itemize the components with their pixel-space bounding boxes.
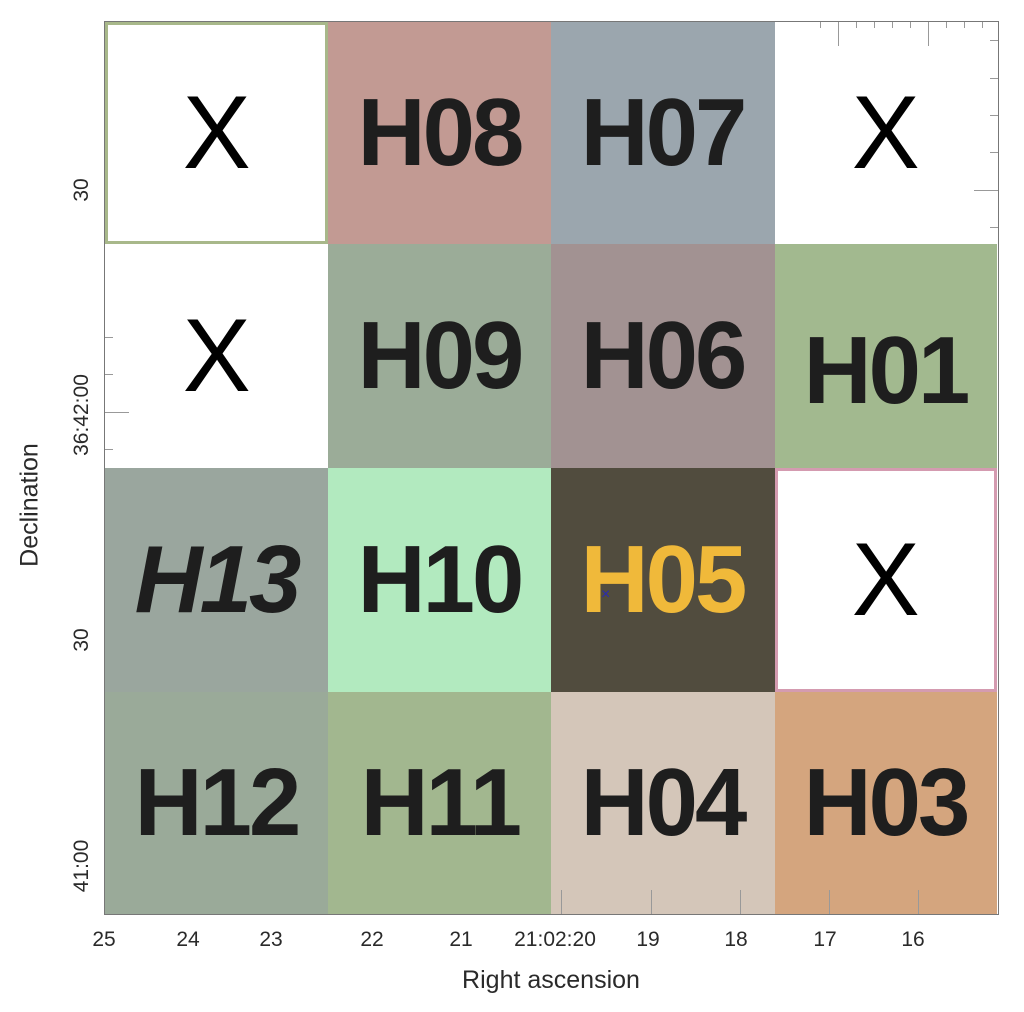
cell-r1c3: H01 xyxy=(775,244,997,468)
tick-mark xyxy=(982,22,983,28)
tick-mark xyxy=(990,227,998,228)
tick-mark xyxy=(946,22,947,28)
tick-mark xyxy=(910,22,911,28)
tick-mark xyxy=(856,22,857,28)
cell-r0c3: X xyxy=(775,22,997,244)
x-tick-label: 17 xyxy=(813,928,837,951)
cell-r2c3: X xyxy=(775,468,997,692)
cell-label: H12 xyxy=(134,749,302,856)
tick-mark xyxy=(561,890,562,914)
cell-r2c2: H05 × xyxy=(551,468,775,692)
y-tick-label: 36:42:00 xyxy=(70,374,93,456)
tick-mark xyxy=(964,22,965,28)
tick-mark xyxy=(990,115,998,116)
tick-mark xyxy=(105,449,113,450)
x-tick-label: 21:02:20 xyxy=(514,928,596,951)
tick-mark xyxy=(740,890,741,914)
cell-label: H13 xyxy=(134,526,302,633)
cell-r1c1: H09 xyxy=(328,244,551,468)
cell-r1c2: H06 xyxy=(551,244,775,468)
tick-mark xyxy=(829,890,830,914)
y-tick-label: 30 xyxy=(70,628,93,652)
tick-mark xyxy=(990,40,998,41)
cell-label: H10 xyxy=(357,526,525,633)
x-tick-label: 25 xyxy=(92,928,116,951)
cell-r2c0: H13 xyxy=(105,468,328,692)
tick-mark xyxy=(874,22,875,28)
cell-r0c2: H07 xyxy=(551,22,775,244)
tick-mark xyxy=(990,78,998,79)
cell-label: H07 xyxy=(581,79,748,186)
tick-mark xyxy=(928,22,929,46)
x-tick-label: 19 xyxy=(636,928,660,951)
cell-label: H09 xyxy=(357,302,525,409)
x-axis-title: Right ascension xyxy=(462,966,640,994)
tick-mark xyxy=(820,22,821,28)
cell-label: X xyxy=(852,75,920,191)
tick-mark xyxy=(974,190,998,191)
tick-mark xyxy=(105,374,113,375)
cell-label: H04 xyxy=(581,749,748,856)
cell-r3c2: H04 xyxy=(551,692,775,914)
y-axis-title: Declination xyxy=(15,443,44,567)
tick-mark xyxy=(105,337,113,338)
cell-label: X xyxy=(852,522,920,638)
y-tick-label: 30 xyxy=(70,178,93,202)
target-marker-icon: × xyxy=(601,586,611,603)
tick-mark xyxy=(838,22,839,46)
cell-r2c1: H10 xyxy=(328,468,551,692)
cell-label: H05 xyxy=(581,526,748,633)
x-tick-label: 18 xyxy=(724,928,748,951)
x-tick-label: 21 xyxy=(449,928,473,951)
cell-r3c3: H03 xyxy=(775,692,997,914)
tick-mark xyxy=(105,412,129,413)
plot-area: X H08 H07 X X H09 H06 H01 H13 H10 H05 × … xyxy=(104,21,999,915)
tick-mark xyxy=(918,890,919,914)
cell-label: X xyxy=(182,298,251,414)
cell-r0c0: X xyxy=(105,22,328,244)
tick-mark xyxy=(990,152,998,153)
cell-r3c0: H12 xyxy=(105,692,328,914)
tick-mark xyxy=(651,890,652,914)
cell-label: H03 xyxy=(804,749,971,856)
cell-label: X xyxy=(182,75,251,191)
x-tick-label: 23 xyxy=(259,928,283,951)
cell-r1c0: X xyxy=(105,244,328,468)
cell-label: H11 xyxy=(360,749,522,856)
x-tick-label: 16 xyxy=(901,928,925,951)
cell-label: H08 xyxy=(357,79,525,186)
y-tick-label: 41:00 xyxy=(70,839,93,893)
cell-r0c1: H08 xyxy=(328,22,551,244)
cell-label: H06 xyxy=(581,302,748,409)
tick-mark xyxy=(892,22,893,28)
cell-r3c1: H11 xyxy=(328,692,551,914)
x-tick-label: 22 xyxy=(360,928,384,951)
x-tick-label: 24 xyxy=(176,928,200,951)
cell-label: H01 xyxy=(804,317,971,424)
